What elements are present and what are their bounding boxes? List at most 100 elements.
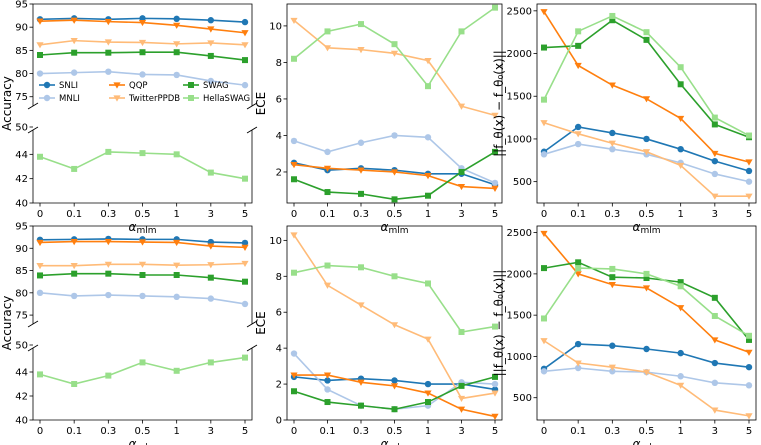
data-point [242, 175, 248, 182]
data-point [323, 165, 332, 172]
data-point [746, 336, 752, 343]
data-point [36, 239, 44, 247]
y-tick-label: 75 [15, 311, 28, 322]
y-tick-label: 4 [276, 344, 282, 355]
data-point [357, 167, 365, 174]
x-tick-label: 5 [746, 426, 752, 437]
data-point [458, 382, 465, 389]
data-point [425, 192, 431, 199]
y-tick-label: 2000 [507, 49, 532, 60]
data-point [711, 170, 719, 178]
x-tick-label: 1 [173, 209, 179, 220]
x-tick-label: 0.3 [604, 426, 620, 437]
data-point [609, 265, 616, 272]
data-point [390, 169, 399, 176]
data-point [70, 263, 78, 270]
x-axis-label-sub: mlm [388, 443, 408, 445]
data-point [391, 406, 398, 413]
data-point [71, 165, 78, 172]
series-twitterppdb [36, 260, 249, 270]
data-point [745, 193, 753, 200]
data-point [358, 21, 364, 28]
x-tick-label: 5 [492, 426, 498, 437]
data-point [173, 15, 180, 23]
series-qqp [540, 9, 753, 166]
data-point [457, 103, 466, 110]
data-point [492, 323, 498, 330]
data-point [139, 150, 146, 157]
series-qqp [290, 372, 499, 421]
data-point [425, 399, 431, 406]
data-point [105, 291, 112, 299]
data-point [241, 260, 249, 268]
data-point [207, 243, 215, 250]
data-point [323, 282, 332, 289]
x-tick-label: 0 [291, 426, 297, 437]
data-point [540, 120, 548, 127]
series-hellaswag [291, 262, 498, 335]
data-point [492, 148, 498, 155]
y-tick-label: 42 [15, 174, 28, 185]
data-point [207, 26, 215, 33]
x-axis-label: αmlm [129, 437, 157, 445]
data-point [324, 262, 331, 269]
data-point [390, 322, 399, 329]
data-point [173, 41, 181, 48]
x-tick-label: 0.5 [387, 426, 403, 437]
data-point [173, 272, 180, 278]
x-axis-label-sub: mlm [388, 226, 408, 236]
data-point [207, 52, 214, 59]
data-point [540, 151, 548, 158]
data-point [139, 71, 146, 78]
x-axis-label-main: α [633, 437, 641, 445]
panel-1-1: 75 80 85 90 95 50 40 42 44 0 0.1 0.3 0.5 1 3 5 αmlm Accur… [0, 0, 258, 236]
panel-2-1: 75808590955040424400.10.30.5135αmlmAccur… [0, 222, 258, 445]
y-tick-label: 40 [15, 199, 28, 210]
data-point [541, 265, 547, 272]
data-point [642, 149, 651, 156]
data-point [104, 19, 112, 26]
data-point [642, 285, 651, 292]
y-tick-label: 2000 [507, 269, 532, 280]
x-tick-label: 0.1 [66, 209, 82, 220]
x-axis-label: αmlm [633, 220, 661, 236]
series-hellaswag [291, 4, 498, 90]
data-point [677, 81, 684, 88]
data-point [173, 49, 180, 56]
data-point [711, 150, 719, 158]
data-point [608, 364, 616, 371]
data-point [643, 270, 650, 277]
y-tick-label: 1000 [507, 352, 532, 363]
legend-label: HellaSWAG [203, 94, 250, 104]
series-line [543, 126, 750, 172]
data-point [609, 368, 616, 375]
data-point [70, 17, 78, 24]
data-point [70, 69, 78, 76]
axis-break-mark [27, 344, 39, 352]
data-point [711, 379, 719, 387]
axis-break-mark [246, 126, 258, 134]
series-twitterppdb [290, 232, 499, 403]
data-point [643, 345, 650, 353]
data-point [575, 28, 582, 35]
data-point [207, 262, 215, 269]
series-hellaswag [37, 354, 248, 387]
legend-entry-twitterppdb: TwitterPPDB [109, 94, 180, 104]
y-tick-label: 1500 [507, 311, 532, 322]
data-point [138, 239, 147, 246]
legend-marker [188, 82, 194, 88]
panel-2-3: 500100015002000250000.10.30.5135αmlm||f_… [492, 225, 757, 445]
data-point [173, 293, 180, 301]
data-point [458, 28, 465, 35]
y-tick-label: 85 [15, 46, 28, 57]
axis-break-mark [246, 102, 258, 110]
x-tick-label: 0.1 [570, 426, 586, 437]
series-qqp [290, 162, 499, 192]
y-axis-label: ||f_θ(x) − f_θ₀(x)|| [492, 270, 506, 377]
y-tick-label: 2 [276, 380, 282, 391]
data-point [241, 81, 249, 89]
x-axis-label-sub: mlm [640, 226, 660, 236]
x-tick-label: 0.1 [66, 426, 82, 437]
